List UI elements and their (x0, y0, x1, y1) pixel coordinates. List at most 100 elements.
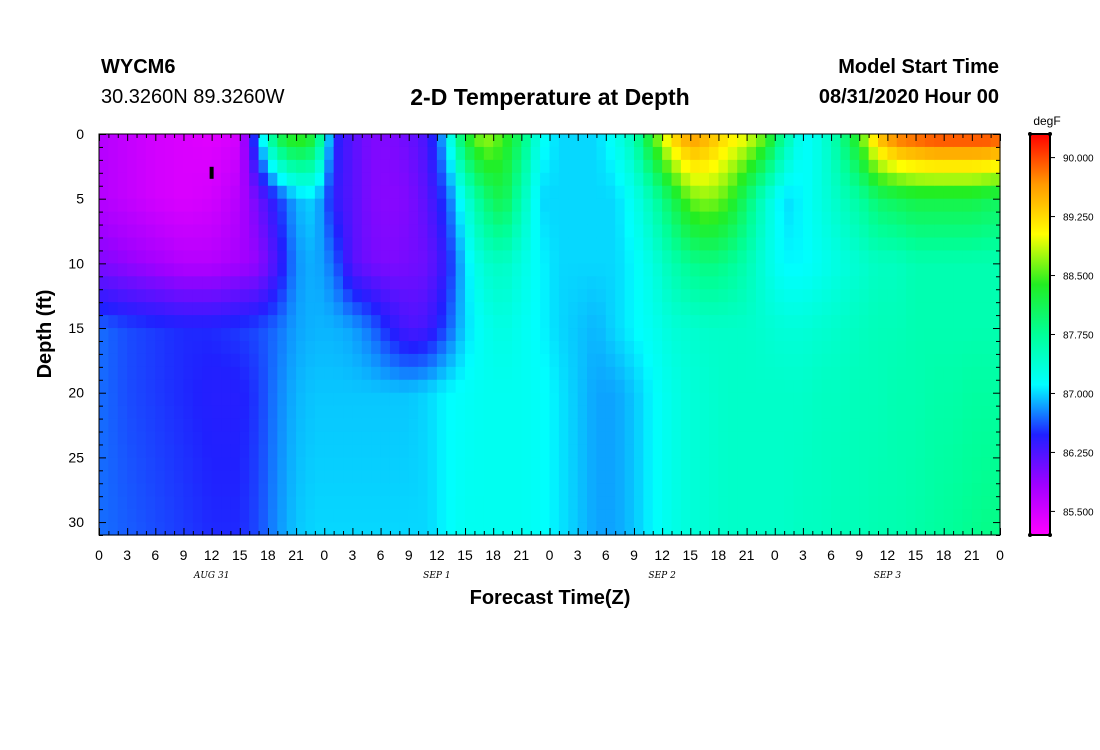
heatmap-cell (802, 340, 813, 355)
heatmap-cell (427, 483, 438, 497)
heatmap-cell (502, 211, 513, 226)
heatmap-cell (709, 444, 720, 458)
heatmap-cell (164, 353, 175, 368)
heatmap-cell (117, 470, 128, 484)
heatmap-cell (277, 470, 288, 484)
heatmap-cell (633, 340, 644, 355)
heatmap-cell (877, 366, 888, 381)
heatmap-cell (755, 496, 766, 510)
heatmap-cell (802, 211, 813, 226)
heatmap-cell (934, 263, 945, 277)
heatmap-cell (136, 444, 147, 458)
heatmap-cell (915, 276, 926, 290)
heatmap-cell (831, 353, 842, 368)
heatmap-cell (765, 211, 776, 226)
heatmap-cell (962, 431, 973, 446)
heatmap-cell (155, 172, 166, 187)
heatmap-cell (530, 418, 541, 433)
heatmap-cell (915, 340, 926, 355)
heatmap-cell (474, 185, 485, 200)
heatmap-cell (915, 250, 926, 264)
heatmap-cell (427, 353, 438, 368)
heatmap-cell (493, 340, 504, 355)
heatmap-cell (662, 237, 673, 252)
heatmap-cell (962, 250, 973, 264)
heatmap-cell (962, 159, 973, 174)
heatmap-cell (127, 289, 138, 303)
heatmap-cell (521, 315, 532, 329)
heatmap-cell (408, 353, 419, 368)
heatmap-cell (558, 418, 569, 433)
heatmap-cell (361, 470, 372, 484)
heatmap-cell (192, 263, 203, 277)
heatmap-cell (587, 185, 598, 200)
heatmap-cell (596, 379, 607, 394)
heatmap-cell (587, 159, 598, 174)
heatmap-cell (662, 289, 673, 303)
heatmap-cell (221, 263, 231, 277)
heatmap-cell (258, 328, 269, 342)
x-tick-label: 9 (855, 547, 863, 563)
heatmap-cell (296, 353, 307, 368)
heatmap-cell (690, 470, 701, 484)
heatmap-cell (474, 366, 485, 381)
heatmap-cell (558, 328, 569, 342)
heatmap-cell (577, 289, 588, 303)
heatmap-cell (915, 289, 926, 303)
heatmap-cell (765, 431, 776, 446)
heatmap-cell (108, 211, 119, 226)
heatmap-cell (380, 146, 391, 161)
heatmap-cell (746, 263, 757, 277)
heatmap-cell (371, 509, 382, 523)
heatmap-cell (615, 302, 626, 316)
heatmap-cell (408, 457, 419, 471)
heatmap-cell (915, 457, 926, 471)
colorbar-tick-label: 88.500 (1063, 272, 1094, 283)
heatmap-cell (202, 457, 213, 471)
heatmap-cell (887, 379, 898, 394)
heatmap-cell (277, 289, 288, 303)
heatmap-cell (953, 211, 964, 226)
heatmap-cell (915, 159, 926, 174)
heatmap-cell (643, 263, 654, 277)
heatmap-cell (840, 470, 851, 484)
heatmap-cell (915, 237, 926, 252)
heatmap-cell (408, 185, 419, 200)
heatmap-cell (333, 198, 344, 213)
heatmap-cell (267, 444, 278, 458)
heatmap-cell (380, 328, 391, 342)
heatmap-cell (896, 366, 907, 381)
heatmap-cell (981, 159, 992, 174)
heatmap-cell (812, 315, 823, 329)
heatmap-cell (652, 224, 663, 239)
heatmap-cell (192, 185, 203, 200)
heatmap-cell (314, 302, 325, 316)
heatmap-cell (127, 211, 138, 226)
heatmap-cell (568, 185, 579, 200)
heatmap-cell (906, 237, 917, 252)
heatmap-cell (155, 509, 166, 523)
heatmap-cell (605, 522, 616, 536)
heatmap-cell (727, 328, 738, 342)
heatmap-cell (99, 340, 109, 355)
heatmap-cell (690, 431, 701, 446)
heatmap-cell (530, 353, 541, 368)
heatmap-cell (915, 444, 926, 458)
heatmap-cell (446, 353, 457, 368)
x-tick-label: 12 (654, 547, 670, 563)
heatmap-cell (568, 405, 579, 420)
heatmap-cell (953, 444, 964, 458)
heatmap-cell (465, 185, 476, 200)
heatmap-cell (455, 276, 466, 290)
heatmap-cell (652, 522, 663, 536)
heatmap-cell (953, 146, 964, 161)
heatmap-cell (465, 522, 476, 536)
heatmap-cell (549, 328, 560, 342)
heatmap-cell (267, 276, 278, 290)
heatmap-cell (859, 172, 870, 187)
heatmap-cell (446, 457, 457, 471)
heatmap-cell (784, 379, 795, 394)
heatmap-cell (793, 134, 804, 148)
heatmap-cell (934, 315, 945, 329)
heatmap-cell (934, 496, 945, 510)
